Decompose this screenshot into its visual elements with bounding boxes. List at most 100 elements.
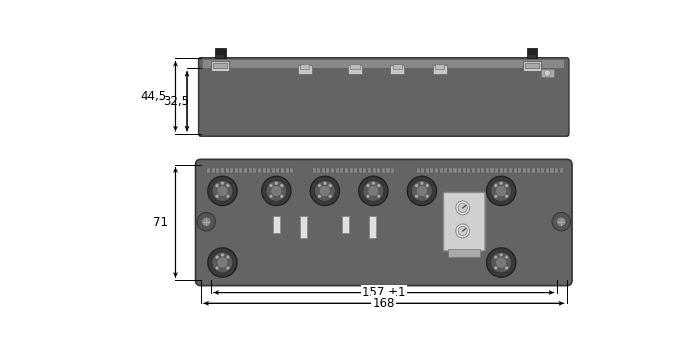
Bar: [495, 168, 498, 173]
Circle shape: [208, 176, 237, 206]
Circle shape: [358, 176, 388, 206]
Bar: [416, 168, 419, 173]
Circle shape: [499, 182, 503, 185]
Text: 44,5: 44,5: [141, 90, 167, 103]
Circle shape: [377, 184, 381, 187]
Circle shape: [212, 180, 233, 201]
Circle shape: [220, 253, 224, 257]
Bar: [435, 168, 438, 173]
Bar: [253, 168, 256, 173]
Circle shape: [377, 195, 381, 198]
Bar: [345, 168, 348, 173]
Circle shape: [318, 184, 321, 187]
Circle shape: [494, 195, 498, 198]
Bar: [372, 168, 376, 173]
Circle shape: [458, 203, 468, 213]
Circle shape: [208, 248, 237, 277]
Circle shape: [415, 195, 419, 198]
Text: 157 ±1: 157 ±1: [362, 286, 405, 299]
Bar: [444, 168, 447, 173]
Circle shape: [270, 195, 273, 198]
Bar: [491, 168, 494, 173]
Bar: [440, 168, 442, 173]
FancyBboxPatch shape: [195, 159, 572, 286]
Bar: [426, 168, 429, 173]
Circle shape: [363, 180, 384, 201]
Bar: [550, 168, 554, 173]
Bar: [358, 168, 362, 173]
Bar: [272, 168, 275, 173]
Bar: [354, 168, 357, 173]
Circle shape: [202, 217, 211, 226]
Bar: [312, 168, 316, 173]
Bar: [290, 168, 293, 173]
Circle shape: [415, 184, 419, 187]
Bar: [500, 168, 503, 173]
Circle shape: [270, 184, 273, 187]
Circle shape: [217, 257, 228, 268]
Circle shape: [407, 176, 437, 206]
Bar: [214, 63, 227, 68]
FancyBboxPatch shape: [444, 192, 485, 251]
FancyBboxPatch shape: [199, 58, 569, 136]
Bar: [435, 64, 444, 69]
Circle shape: [456, 224, 470, 238]
Bar: [317, 168, 321, 173]
Bar: [393, 64, 402, 69]
Circle shape: [552, 213, 570, 231]
Bar: [300, 216, 307, 238]
Circle shape: [499, 253, 503, 257]
Bar: [504, 168, 508, 173]
Circle shape: [274, 182, 278, 185]
Bar: [468, 168, 470, 173]
Circle shape: [494, 266, 498, 270]
Bar: [486, 168, 489, 173]
Bar: [215, 48, 225, 59]
Bar: [541, 69, 554, 77]
Circle shape: [496, 257, 507, 268]
Circle shape: [456, 201, 470, 215]
Circle shape: [226, 184, 230, 187]
Circle shape: [505, 255, 508, 259]
Circle shape: [280, 184, 284, 187]
Text: 32,5: 32,5: [163, 95, 189, 108]
Bar: [300, 64, 309, 69]
Bar: [433, 65, 447, 74]
Bar: [541, 168, 545, 173]
Circle shape: [412, 180, 433, 201]
Bar: [391, 65, 404, 74]
Circle shape: [458, 226, 468, 236]
Circle shape: [372, 182, 375, 185]
Bar: [258, 168, 261, 173]
Circle shape: [216, 184, 219, 187]
Bar: [340, 168, 343, 173]
Bar: [430, 168, 433, 173]
Bar: [458, 168, 461, 173]
Bar: [391, 168, 394, 173]
Bar: [377, 168, 380, 173]
Bar: [221, 168, 224, 173]
Bar: [421, 168, 424, 173]
Bar: [203, 60, 564, 69]
Circle shape: [491, 252, 512, 273]
Bar: [368, 168, 371, 173]
Circle shape: [216, 266, 219, 270]
Circle shape: [266, 180, 287, 201]
Circle shape: [505, 266, 508, 270]
Bar: [216, 55, 224, 59]
Bar: [454, 168, 456, 173]
Circle shape: [271, 185, 282, 196]
Circle shape: [486, 176, 516, 206]
Bar: [230, 168, 233, 173]
Circle shape: [505, 195, 508, 198]
Bar: [477, 168, 480, 173]
Text: 71: 71: [153, 216, 167, 229]
Bar: [527, 168, 531, 173]
Bar: [349, 168, 353, 173]
Circle shape: [280, 195, 284, 198]
Circle shape: [426, 195, 429, 198]
Bar: [234, 168, 238, 173]
Circle shape: [545, 70, 550, 76]
Circle shape: [319, 185, 330, 196]
Bar: [276, 168, 279, 173]
